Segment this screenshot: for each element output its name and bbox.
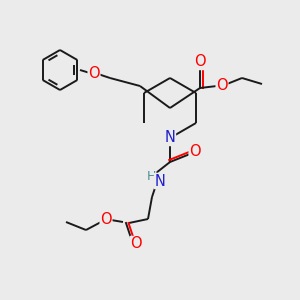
Text: O: O — [194, 55, 206, 70]
Text: O: O — [88, 65, 100, 80]
Text: H: H — [146, 169, 156, 182]
Text: O: O — [130, 236, 142, 251]
Text: O: O — [216, 79, 228, 94]
Text: N: N — [154, 173, 165, 188]
Text: O: O — [100, 212, 112, 227]
Text: O: O — [189, 145, 201, 160]
Text: N: N — [165, 130, 176, 146]
